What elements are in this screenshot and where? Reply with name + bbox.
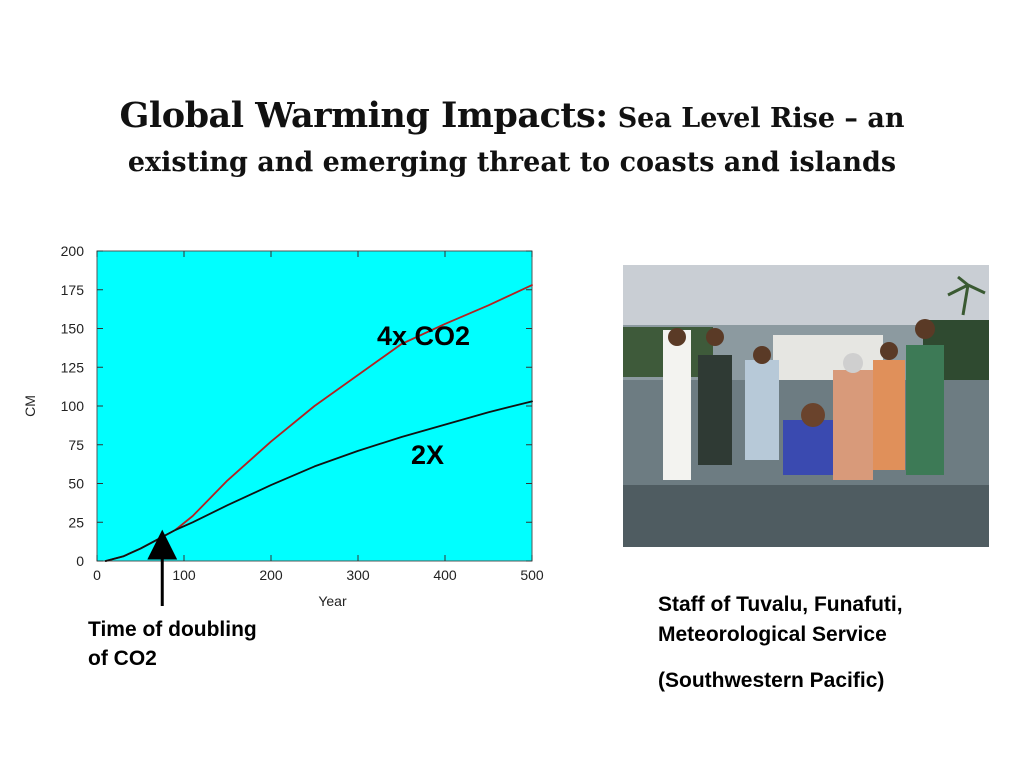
x-tick-label: 0 [93,567,101,583]
x-tick-label: 500 [520,567,544,583]
x-tick-label: 100 [172,567,196,583]
caption-line-1: Staff of Tuvalu, Funafuti, [658,593,903,616]
y-tick-label: 200 [61,243,85,259]
series-label-2x: 2X [411,440,444,470]
y-tick-label: 125 [61,359,85,375]
y-axis-label: CM [22,395,38,417]
caption-region: (Southwestern Pacific) [658,669,885,692]
y-tick-label: 50 [68,476,84,492]
doubling-annotation: Time of doubling of CO2 [88,615,328,673]
series-line-1 [104,400,533,562]
title-line-2: existing and emerging threat to coasts a… [127,147,897,178]
y-tick-label: 75 [68,437,84,453]
x-tick-label: 200 [259,567,283,583]
title-subtitle: Sea Level Rise – an [617,103,905,134]
title-line-1: Global Warming Impacts: Sea Level Rise – … [60,92,964,146]
y-tick-label: 100 [61,398,85,414]
slide-title: Global Warming Impacts: Sea Level Rise – … [60,92,964,180]
annotation-line-1: Time of doubling [88,618,257,641]
annotation-line-2: of CO2 [88,647,157,670]
x-axis-label: Year [318,593,347,609]
title-main: Global Warming Impacts: [119,95,609,136]
series-label-4x-co2: 4x CO2 [377,321,470,351]
y-tick-label: 150 [61,321,85,337]
tuvalu-staff-photo [623,265,989,547]
series-lines [104,284,533,562]
y-tick-label: 0 [76,553,84,569]
y-tick-label: 175 [61,282,85,298]
x-tick-label: 400 [433,567,457,583]
caption-line-2: Meteorological Service [658,623,887,646]
y-axis-ticks: 0 25 50 75 100 125 150 175 200 [61,243,532,569]
x-axis-ticks: 0 100 200 300 400 500 [93,251,544,583]
x-tick-label: 300 [346,567,370,583]
photo-caption: Staff of Tuvalu, Funafuti, Meteorologica… [658,590,998,696]
y-tick-label: 25 [68,514,84,530]
